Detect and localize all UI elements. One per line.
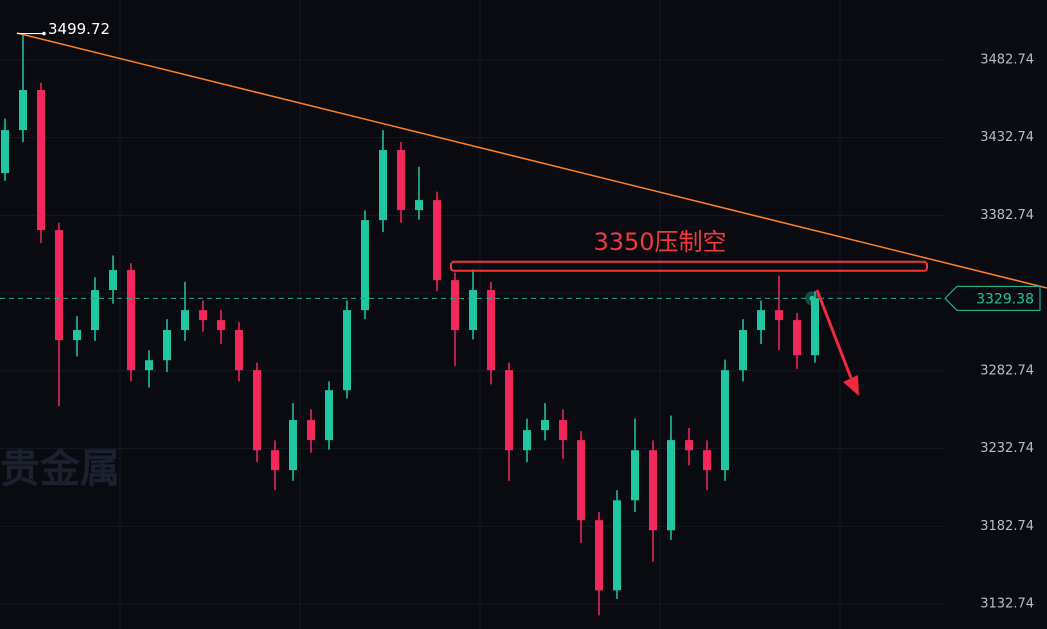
candle-body — [487, 290, 495, 371]
vertical-grid — [119, 0, 841, 629]
resistance-box — [450, 260, 928, 272]
candle-body — [577, 440, 585, 521]
candle-body — [1, 130, 9, 174]
candle-body — [145, 360, 153, 371]
candle-body — [109, 270, 117, 291]
candle-body — [595, 520, 603, 591]
candle-body — [505, 370, 513, 451]
high-label: 3499.72 — [48, 20, 110, 38]
y-tick-label: 3482.74 — [980, 52, 1034, 67]
candles — [1, 33, 819, 616]
candle-body — [379, 150, 387, 221]
candle-body — [217, 320, 225, 331]
candle-body — [199, 310, 207, 321]
candle-body — [523, 430, 531, 451]
candle-body — [289, 420, 297, 471]
high-dot — [42, 31, 46, 36]
overlay: 3499.72 3329.38 — [0, 20, 1041, 311]
price-tag — [944, 285, 1041, 311]
candle-body — [91, 290, 99, 331]
candle-body — [19, 90, 27, 131]
candle-body — [559, 420, 567, 441]
candle-body — [793, 320, 801, 356]
y-tick-label: 3232.74 — [980, 441, 1034, 456]
candle-body — [415, 200, 423, 211]
candle-body — [703, 450, 711, 471]
candle-body — [271, 450, 279, 471]
candle-body — [685, 440, 693, 451]
candle-body — [469, 290, 477, 331]
candle-body — [343, 310, 351, 391]
arrow-shaft — [815, 289, 853, 379]
candle-body — [613, 500, 621, 591]
candle-body — [757, 310, 765, 331]
candle-body — [811, 298, 819, 356]
y-tick-label: 3382.74 — [980, 208, 1034, 223]
candle-body — [451, 280, 459, 331]
candle-body — [775, 310, 783, 321]
candle-body — [631, 450, 639, 501]
candle-body — [667, 440, 675, 531]
candle-body — [253, 370, 261, 451]
candle-body — [235, 330, 243, 371]
candle-body — [649, 450, 657, 531]
candle-body — [739, 330, 747, 371]
y-tick-label: 3182.74 — [980, 519, 1034, 534]
candle-body — [721, 370, 729, 471]
candle-body — [55, 230, 63, 341]
annotation: 3350压制空 — [593, 228, 726, 256]
watermark: 贵金属 — [0, 446, 120, 492]
candle-body — [163, 330, 171, 361]
last-price-dot — [809, 295, 815, 301]
candle-body — [37, 90, 45, 231]
price-tag-label: 3329.38 — [976, 291, 1034, 307]
candle-body — [73, 330, 81, 341]
candle-body — [541, 420, 549, 431]
candle-body — [127, 270, 135, 371]
candle-body — [181, 310, 189, 331]
arrow-head — [843, 375, 859, 396]
y-tick-label: 3432.74 — [980, 130, 1034, 145]
trend-line — [16, 32, 1047, 289]
candle-body — [307, 420, 315, 441]
y-tick-label: 3132.74 — [980, 597, 1034, 612]
candle-body — [361, 220, 369, 311]
candle-body — [397, 150, 405, 211]
y-tick-label: 3282.74 — [980, 363, 1034, 378]
candle-body — [325, 390, 333, 441]
candle-body — [433, 200, 441, 281]
